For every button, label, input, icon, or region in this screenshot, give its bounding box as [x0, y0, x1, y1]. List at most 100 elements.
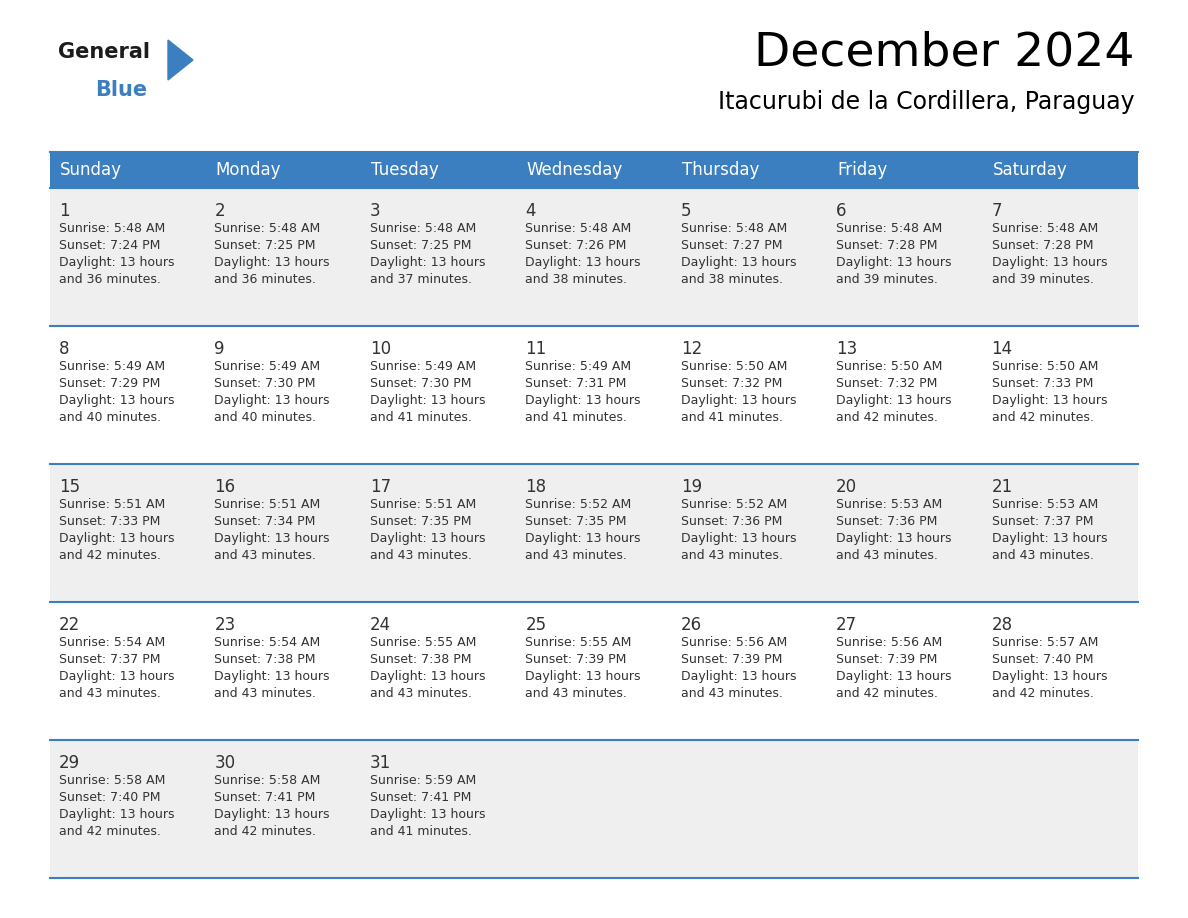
Text: Sunset: 7:24 PM: Sunset: 7:24 PM — [59, 239, 160, 252]
Text: Daylight: 13 hours: Daylight: 13 hours — [59, 670, 175, 683]
Text: 17: 17 — [369, 478, 391, 496]
Text: Sunset: 7:40 PM: Sunset: 7:40 PM — [59, 791, 160, 804]
Text: Sunrise: 5:48 AM: Sunrise: 5:48 AM — [992, 222, 1098, 235]
Bar — [671, 188, 827, 326]
Text: Daylight: 13 hours: Daylight: 13 hours — [836, 670, 952, 683]
Text: Sunset: 7:33 PM: Sunset: 7:33 PM — [992, 377, 1093, 390]
Text: 4: 4 — [525, 202, 536, 220]
Text: and 41 minutes.: and 41 minutes. — [681, 411, 783, 424]
Text: 11: 11 — [525, 340, 546, 358]
Text: and 36 minutes.: and 36 minutes. — [214, 273, 316, 286]
Text: 9: 9 — [214, 340, 225, 358]
Text: Sunrise: 5:50 AM: Sunrise: 5:50 AM — [836, 360, 942, 373]
Text: and 43 minutes.: and 43 minutes. — [214, 549, 316, 562]
Text: Blue: Blue — [95, 80, 147, 100]
Bar — [50, 326, 206, 464]
Bar — [827, 188, 982, 326]
Text: Sunset: 7:30 PM: Sunset: 7:30 PM — [369, 377, 472, 390]
Text: Daylight: 13 hours: Daylight: 13 hours — [992, 670, 1107, 683]
Text: Daylight: 13 hours: Daylight: 13 hours — [992, 394, 1107, 407]
Text: and 37 minutes.: and 37 minutes. — [369, 273, 472, 286]
Text: Thursday: Thursday — [682, 161, 759, 179]
Text: Sunset: 7:34 PM: Sunset: 7:34 PM — [214, 515, 316, 528]
Bar — [517, 464, 671, 602]
Text: Monday: Monday — [215, 161, 280, 179]
Text: and 38 minutes.: and 38 minutes. — [681, 273, 783, 286]
Text: 8: 8 — [59, 340, 70, 358]
Text: Sunset: 7:39 PM: Sunset: 7:39 PM — [836, 653, 937, 666]
Text: Sunrise: 5:58 AM: Sunrise: 5:58 AM — [214, 774, 321, 787]
Text: Sunset: 7:35 PM: Sunset: 7:35 PM — [369, 515, 472, 528]
Text: Sunrise: 5:54 AM: Sunrise: 5:54 AM — [59, 636, 165, 649]
Text: and 43 minutes.: and 43 minutes. — [369, 549, 472, 562]
Text: Daylight: 13 hours: Daylight: 13 hours — [525, 394, 640, 407]
Text: Sunset: 7:32 PM: Sunset: 7:32 PM — [836, 377, 937, 390]
Text: and 43 minutes.: and 43 minutes. — [369, 687, 472, 700]
Text: Sunset: 7:27 PM: Sunset: 7:27 PM — [681, 239, 782, 252]
Text: 21: 21 — [992, 478, 1013, 496]
Text: and 41 minutes.: and 41 minutes. — [369, 411, 472, 424]
Text: Sunrise: 5:54 AM: Sunrise: 5:54 AM — [214, 636, 321, 649]
Text: and 43 minutes.: and 43 minutes. — [214, 687, 316, 700]
Text: 16: 16 — [214, 478, 235, 496]
Text: Daylight: 13 hours: Daylight: 13 hours — [992, 532, 1107, 545]
Text: 1: 1 — [59, 202, 70, 220]
Text: and 39 minutes.: and 39 minutes. — [992, 273, 1093, 286]
Bar — [827, 326, 982, 464]
Text: Friday: Friday — [838, 161, 887, 179]
Text: Sunrise: 5:48 AM: Sunrise: 5:48 AM — [59, 222, 165, 235]
Text: 24: 24 — [369, 616, 391, 634]
Text: Daylight: 13 hours: Daylight: 13 hours — [214, 256, 330, 269]
Text: 27: 27 — [836, 616, 858, 634]
Text: 3: 3 — [369, 202, 380, 220]
Text: Sunrise: 5:59 AM: Sunrise: 5:59 AM — [369, 774, 476, 787]
Text: Sunset: 7:39 PM: Sunset: 7:39 PM — [525, 653, 626, 666]
Bar — [206, 740, 361, 878]
Text: Sunrise: 5:58 AM: Sunrise: 5:58 AM — [59, 774, 165, 787]
Bar — [982, 188, 1138, 326]
Text: Sunset: 7:28 PM: Sunset: 7:28 PM — [992, 239, 1093, 252]
Text: 12: 12 — [681, 340, 702, 358]
Bar — [517, 740, 671, 878]
Text: Sunset: 7:25 PM: Sunset: 7:25 PM — [369, 239, 472, 252]
Text: General: General — [58, 42, 150, 62]
Text: Daylight: 13 hours: Daylight: 13 hours — [59, 394, 175, 407]
Text: 18: 18 — [525, 478, 546, 496]
Text: 19: 19 — [681, 478, 702, 496]
Text: Sunset: 7:41 PM: Sunset: 7:41 PM — [214, 791, 316, 804]
Text: 22: 22 — [59, 616, 81, 634]
Bar — [671, 464, 827, 602]
Text: Daylight: 13 hours: Daylight: 13 hours — [992, 256, 1107, 269]
Text: Daylight: 13 hours: Daylight: 13 hours — [836, 394, 952, 407]
Text: Daylight: 13 hours: Daylight: 13 hours — [369, 256, 486, 269]
Text: Daylight: 13 hours: Daylight: 13 hours — [59, 532, 175, 545]
Text: Sunrise: 5:55 AM: Sunrise: 5:55 AM — [369, 636, 476, 649]
Text: Sunset: 7:37 PM: Sunset: 7:37 PM — [59, 653, 160, 666]
Text: Daylight: 13 hours: Daylight: 13 hours — [369, 670, 486, 683]
Text: 25: 25 — [525, 616, 546, 634]
Text: December 2024: December 2024 — [754, 30, 1135, 75]
Text: Sunset: 7:39 PM: Sunset: 7:39 PM — [681, 653, 782, 666]
Text: and 41 minutes.: and 41 minutes. — [525, 411, 627, 424]
Bar — [206, 602, 361, 740]
Text: Sunset: 7:30 PM: Sunset: 7:30 PM — [214, 377, 316, 390]
Text: Wednesday: Wednesday — [526, 161, 623, 179]
Bar — [982, 602, 1138, 740]
Text: and 40 minutes.: and 40 minutes. — [214, 411, 316, 424]
Text: Sunrise: 5:52 AM: Sunrise: 5:52 AM — [681, 498, 786, 511]
Text: and 43 minutes.: and 43 minutes. — [992, 549, 1093, 562]
Bar — [517, 326, 671, 464]
Text: 10: 10 — [369, 340, 391, 358]
Text: Sunset: 7:36 PM: Sunset: 7:36 PM — [836, 515, 937, 528]
Text: Sunrise: 5:52 AM: Sunrise: 5:52 AM — [525, 498, 632, 511]
Bar — [671, 740, 827, 878]
Bar — [671, 602, 827, 740]
Text: Daylight: 13 hours: Daylight: 13 hours — [214, 670, 330, 683]
Bar — [827, 740, 982, 878]
Text: 15: 15 — [59, 478, 80, 496]
Text: Sunrise: 5:51 AM: Sunrise: 5:51 AM — [59, 498, 165, 511]
Text: Sunrise: 5:53 AM: Sunrise: 5:53 AM — [836, 498, 942, 511]
Text: Sunrise: 5:49 AM: Sunrise: 5:49 AM — [525, 360, 631, 373]
Text: Sunrise: 5:56 AM: Sunrise: 5:56 AM — [681, 636, 786, 649]
Text: Sunrise: 5:49 AM: Sunrise: 5:49 AM — [214, 360, 321, 373]
